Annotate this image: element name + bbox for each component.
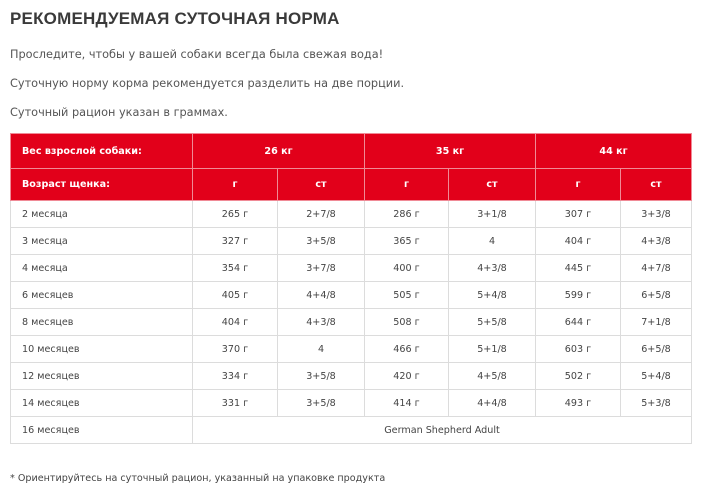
table-cell: 3+5/8	[277, 227, 365, 255]
table-cell: 405 г	[192, 281, 278, 309]
table-row: 4 месяца 354 г 3+7/8 400 г 4+3/8 445 г 4+7/8	[10, 254, 692, 282]
table-cell: 466 г	[364, 335, 449, 363]
unit-header: г	[364, 168, 449, 201]
table-row: 3 месяца 327 г 3+5/8 365 г 4 404 г 4+3/8	[10, 227, 692, 255]
table-cell: 4+3/8	[620, 227, 692, 255]
age-cell: 16 месяцев	[10, 416, 193, 444]
table-cell: 6+5/8	[620, 335, 692, 363]
table-cell: 4+3/8	[448, 254, 536, 282]
table-cell: 5+3/8	[620, 389, 692, 417]
table-row: 2 месяца 265 г 2+7/8 286 г 3+1/8 307 г 3+3/8	[10, 200, 692, 228]
weight-header: 44 кг	[535, 133, 692, 169]
note: Проследите, чтобы у вашей собаки всегда …	[10, 48, 384, 61]
table-cell: 370 г	[192, 335, 278, 363]
note: Суточную норму корма рекомендуется разде…	[10, 77, 405, 90]
table-cell: 4+4/8	[277, 281, 365, 309]
table-cell: 404 г	[192, 308, 278, 336]
table-cell: 5+4/8	[448, 281, 536, 309]
table-row: 12 месяцев 334 г 3+5/8 420 г 4+5/8 502 г 5+4/8	[10, 362, 692, 390]
table-row: 6 месяцев 405 г 4+4/8 505 г 5+4/8 599 г 6+5/8	[10, 281, 692, 309]
table-cell: 4+5/8	[448, 362, 536, 390]
table-cell: 505 г	[364, 281, 449, 309]
unit-header: ст	[620, 168, 692, 201]
table-cell: 599 г	[535, 281, 621, 309]
age-cell: 6 месяцев	[10, 281, 193, 309]
table-cell: 3+5/8	[277, 362, 365, 390]
age-cell: 8 месяцев	[10, 308, 193, 336]
table-cell: 445 г	[535, 254, 621, 282]
table-cell: German Shepherd Adult	[192, 416, 692, 444]
table-row: 10 месяцев 370 г 4 466 г 5+1/8 603 г 6+5/8	[10, 335, 692, 363]
unit-header: г	[192, 168, 278, 201]
table-cell: 286 г	[364, 200, 449, 228]
table-cell: 327 г	[192, 227, 278, 255]
age-cell: 10 месяцев	[10, 335, 193, 363]
age-cell: 14 месяцев	[10, 389, 193, 417]
table-cell: 2+7/8	[277, 200, 365, 228]
table-row: 16 месяцев German Shepherd Adult	[10, 416, 692, 444]
table-cell: 508 г	[364, 308, 449, 336]
table-row: Вес взрослой собаки: 26 кг 35 кг 44 кг	[10, 133, 692, 169]
table-cell: 4	[277, 335, 365, 363]
table-cell: 644 г	[535, 308, 621, 336]
table-cell: 6+5/8	[620, 281, 692, 309]
table-cell: 4+4/8	[448, 389, 536, 417]
table-cell: 365 г	[364, 227, 449, 255]
table-cell: 307 г	[535, 200, 621, 228]
table-cell: 3+5/8	[277, 389, 365, 417]
table-row: Возраст щенка: г ст г ст г ст	[10, 168, 692, 201]
table-cell: 3+1/8	[448, 200, 536, 228]
table-cell: 502 г	[535, 362, 621, 390]
table-cell: 4+7/8	[620, 254, 692, 282]
header-label: Возраст щенка:	[10, 168, 193, 201]
table-cell: 414 г	[364, 389, 449, 417]
table-row: 14 месяцев 331 г 3+5/8 414 г 4+4/8 493 г 5+3/8	[10, 389, 692, 417]
age-cell: 2 месяца	[10, 200, 193, 228]
table-cell: 331 г	[192, 389, 278, 417]
age-cell: 3 месяца	[10, 227, 193, 255]
age-cell: 12 месяцев	[10, 362, 193, 390]
unit-header: г	[535, 168, 621, 201]
table-cell: 334 г	[192, 362, 278, 390]
table-cell: 7+1/8	[620, 308, 692, 336]
title: РЕКОМЕНДУЕМАЯ СУТОЧНАЯ НОРМА	[10, 9, 340, 28]
weight-header: 26 кг	[192, 133, 365, 169]
table-cell: 5+1/8	[448, 335, 536, 363]
table-cell: 493 г	[535, 389, 621, 417]
table-cell: 4	[448, 227, 536, 255]
unit-header: ст	[448, 168, 536, 201]
note: Суточный рацион указан в граммах.	[10, 106, 228, 119]
table-cell: 5+4/8	[620, 362, 692, 390]
header-label: Вес взрослой собаки:	[10, 133, 193, 169]
table-cell: 3+3/8	[620, 200, 692, 228]
feeding-table: Вес взрослой собаки: 26 кг 35 кг 44 кг Возра…	[10, 133, 692, 444]
table-cell: 265 г	[192, 200, 278, 228]
table-cell: 4+3/8	[277, 308, 365, 336]
table-cell: 5+5/8	[448, 308, 536, 336]
weight-header: 35 кг	[364, 133, 536, 169]
age-cell: 4 месяца	[10, 254, 193, 282]
table-row: 8 месяцев 404 г 4+3/8 508 г 5+5/8 644 г 7+1/8	[10, 308, 692, 336]
table-cell: 354 г	[192, 254, 278, 282]
table-cell: 404 г	[535, 227, 621, 255]
table-cell: 420 г	[364, 362, 449, 390]
footnote: * Ориентируйтесь на суточный рацион, ука…	[10, 473, 386, 484]
table-cell: 400 г	[364, 254, 449, 282]
table-cell: 603 г	[535, 335, 621, 363]
unit-header: ст	[277, 168, 365, 201]
table-cell: 3+7/8	[277, 254, 365, 282]
